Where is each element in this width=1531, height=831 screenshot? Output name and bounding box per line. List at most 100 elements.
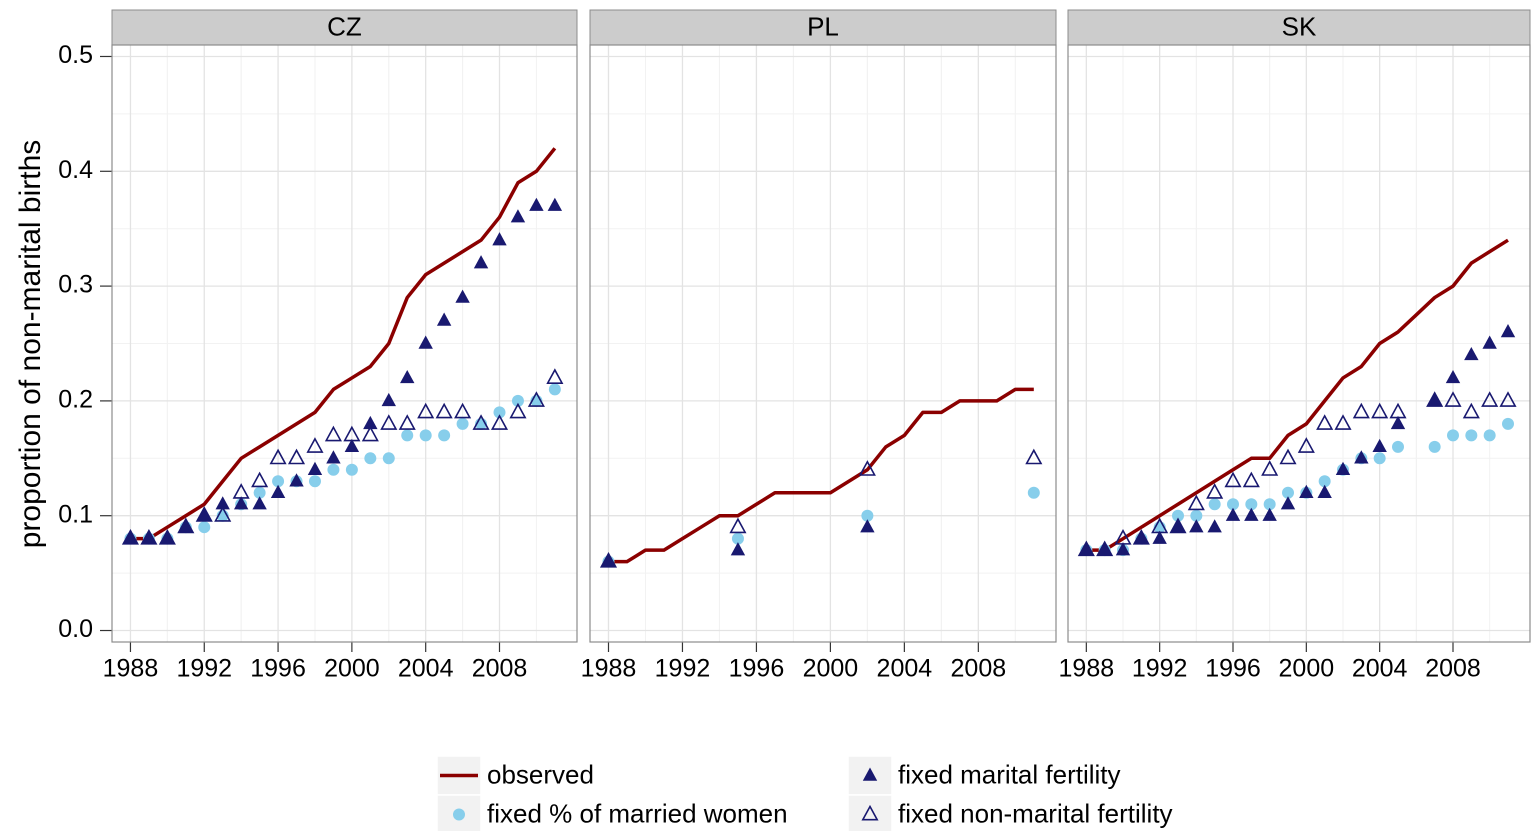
- circle-point: [253, 486, 266, 499]
- filled-triangle-point: [455, 289, 470, 303]
- filled-triangle-point: [270, 484, 286, 498]
- open-triangle-point: [324, 425, 342, 442]
- open-triangle-point: [1297, 437, 1315, 453]
- open-triangle-point: [1334, 414, 1352, 430]
- filled-triangle-point: [547, 197, 563, 211]
- facet-title: PL: [807, 11, 839, 41]
- x-tick-label: 1988: [1059, 655, 1115, 683]
- filled-triangle-point: [400, 369, 415, 384]
- open-triangle-point: [398, 414, 416, 430]
- filled-triangle-point: [510, 209, 526, 223]
- filled-triangle-point: [1244, 507, 1259, 521]
- open-triangle-point: [417, 402, 435, 419]
- filled-triangle-point: [529, 197, 544, 211]
- x-tick-label: 1992: [176, 655, 232, 683]
- filled-triangle-point: [289, 473, 304, 487]
- circle-point: [1447, 429, 1459, 442]
- filled-triangle-point: [1134, 530, 1149, 544]
- open-triangle-point: [251, 471, 269, 488]
- filled-triangle-point: [418, 335, 433, 349]
- circle-point: [1465, 429, 1478, 442]
- open-triangle-point: [1187, 494, 1205, 511]
- filled-triangle-point: [160, 530, 175, 544]
- filled-triangle-point: [436, 312, 452, 326]
- panel-border: [589, 44, 1057, 643]
- y-tick-label: 0.4: [58, 156, 93, 184]
- filled-triangle-point: [1280, 496, 1296, 510]
- filled-triangle-point: [363, 415, 378, 430]
- x-tick-label: 2008: [951, 655, 1007, 683]
- open-triangle-point: [454, 402, 472, 419]
- filled-triangle-point: [344, 438, 360, 453]
- legend-label: fixed marital fertility: [898, 759, 1121, 789]
- circle-point: [1245, 498, 1258, 511]
- filled-triangle-point: [1390, 415, 1406, 430]
- open-triangle-point: [729, 517, 747, 534]
- facet-title: CZ: [327, 11, 362, 41]
- filled-triangle-point: [1445, 369, 1461, 384]
- circle-point: [401, 429, 414, 442]
- open-triangle-point: [1169, 517, 1187, 534]
- open-triangle-point: [1426, 391, 1444, 407]
- circle-point: [548, 383, 561, 396]
- filled-triangle-point: [1262, 507, 1277, 521]
- x-tick-label: 1988: [581, 655, 637, 683]
- filled-triangle-point: [860, 519, 875, 533]
- filled-triangle-point: [1152, 530, 1167, 544]
- filled-triangle-point: [1170, 519, 1186, 533]
- open-triangle-point: [1077, 540, 1095, 557]
- filled-triangle-point: [730, 542, 746, 556]
- open-triangle-point: [1096, 540, 1114, 557]
- circle-point: [1227, 498, 1239, 511]
- circle-point: [1428, 440, 1441, 453]
- filled-triangle-point: [252, 496, 267, 510]
- x-tick-label: 2000: [1279, 655, 1335, 683]
- circle-point: [1318, 475, 1331, 488]
- circle-point: [1392, 440, 1404, 453]
- filled-triangle-point: [1427, 392, 1442, 407]
- filled-triangle-point: [307, 461, 323, 475]
- x-tick-label: 1996: [250, 655, 306, 683]
- open-triangle-point: [1114, 529, 1132, 545]
- facet-strip: [111, 9, 578, 46]
- open-triangle-point: [1499, 391, 1517, 407]
- open-triangle-point: [1371, 402, 1389, 419]
- open-triangle-point: [1224, 471, 1242, 488]
- x-tick-label: 1988: [103, 655, 159, 683]
- filled-triangle-point: [492, 232, 507, 246]
- circle-point: [1502, 417, 1514, 430]
- open-triangle-point: [546, 368, 564, 384]
- open-triangle-point: [380, 414, 398, 430]
- filled-triangle-point: [141, 530, 157, 544]
- open-triangle-point: [1132, 529, 1150, 545]
- filled-triangle-point: [178, 519, 194, 533]
- circle-point: [1190, 509, 1203, 522]
- open-triangle-point: [858, 460, 876, 476]
- open-triangle-point: [1025, 448, 1043, 465]
- circle-point: [456, 417, 469, 430]
- circle-point: [308, 475, 321, 488]
- open-triangle-point: [361, 425, 379, 442]
- filled-triangle-point: [1317, 484, 1332, 498]
- circle-point: [861, 509, 874, 522]
- circle-point: [1282, 486, 1294, 499]
- y-axis-label: proportion of non-marital births: [14, 140, 47, 549]
- open-triangle-point: [269, 448, 287, 465]
- x-tick-label: 2004: [877, 655, 933, 683]
- filled-triangle-point: [601, 553, 616, 567]
- filled-triangle-point: [381, 392, 396, 407]
- x-tick-label: 2000: [803, 655, 859, 683]
- circle-point: [419, 429, 432, 442]
- open-triangle-point: [527, 391, 545, 407]
- open-triangle-point: [1261, 460, 1279, 476]
- y-tick-label: 0.0: [58, 615, 93, 643]
- open-triangle-point: [599, 551, 618, 568]
- circle-point: [731, 532, 744, 545]
- x-tick-label: 2008: [1425, 655, 1481, 683]
- circle-point: [327, 463, 340, 476]
- panel-border: [1067, 44, 1531, 643]
- circle-point: [272, 475, 285, 488]
- y-tick-label: 0.5: [58, 41, 93, 69]
- filled-triangle-point: [1372, 438, 1387, 453]
